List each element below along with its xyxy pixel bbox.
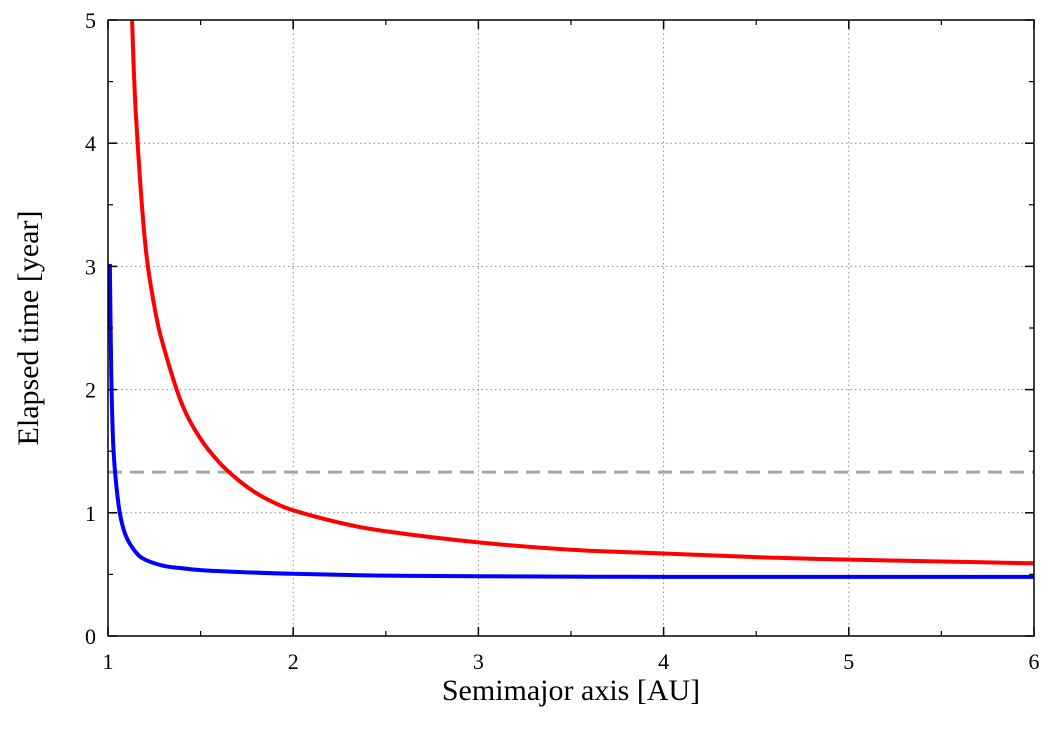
grid bbox=[108, 20, 1034, 636]
series-red-line bbox=[130, 19, 1035, 566]
y-tick-label: 0 bbox=[85, 624, 96, 649]
x-tick-label: 6 bbox=[1029, 649, 1040, 674]
y-tick-label: 5 bbox=[85, 8, 96, 33]
y-tick-label: 2 bbox=[85, 378, 96, 403]
x-tick-label: 5 bbox=[843, 649, 854, 674]
y-tick-label: 4 bbox=[85, 131, 96, 156]
plot-frame bbox=[107, 19, 1035, 637]
x-tick-label: 1 bbox=[103, 649, 114, 674]
x-tick-label: 3 bbox=[473, 649, 484, 674]
x-tick-label: 4 bbox=[658, 649, 669, 674]
ticks bbox=[107, 19, 1035, 637]
y-tick-label: 1 bbox=[85, 501, 96, 526]
series-layer bbox=[107, 19, 1035, 579]
y-axis-label: Elapsed time [year] bbox=[12, 211, 45, 446]
y-tick-label: 3 bbox=[85, 254, 96, 279]
x-axis-label: Semimajor axis [AU] bbox=[442, 674, 700, 707]
x-tick-label: 2 bbox=[288, 649, 299, 674]
series-blue-line bbox=[107, 263, 1034, 579]
